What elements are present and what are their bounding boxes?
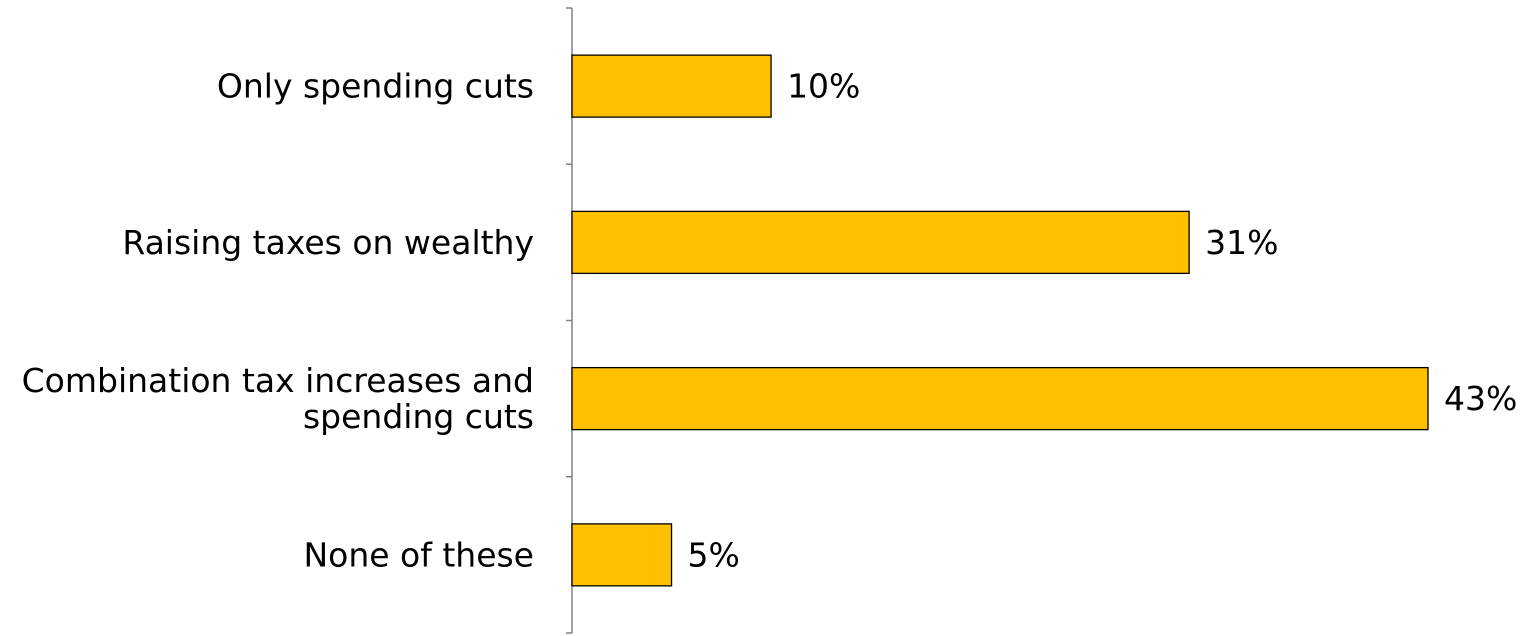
- category-label-2: Combination tax increases and spending cu…: [22, 361, 534, 436]
- category-label-line: Only spending cuts: [217, 67, 534, 106]
- value-label-3: 5%: [688, 535, 740, 574]
- category-axis: [566, 7, 573, 634]
- value-label-2: 43%: [1444, 379, 1517, 418]
- category-label-line: Combination tax increases and: [22, 361, 534, 400]
- value-label-0: 10%: [787, 67, 860, 106]
- labels: Only spending cuts 10% Raising taxes on we…: [22, 67, 1518, 575]
- value-label-1: 31%: [1205, 223, 1278, 262]
- category-label-0: Only spending cuts: [217, 67, 534, 106]
- bar-3: [571, 523, 673, 587]
- category-label-line: spending cuts: [303, 397, 534, 436]
- bar-1: [571, 210, 1190, 275]
- category-label-1: Raising taxes on wealthy: [122, 223, 534, 262]
- category-label-3: None of these: [303, 535, 534, 574]
- category-label-line: None of these: [303, 535, 534, 574]
- category-label-line: Raising taxes on wealthy: [122, 223, 534, 262]
- bars: [571, 54, 1429, 587]
- bar-0: [571, 54, 772, 118]
- bar-2: [571, 366, 1429, 431]
